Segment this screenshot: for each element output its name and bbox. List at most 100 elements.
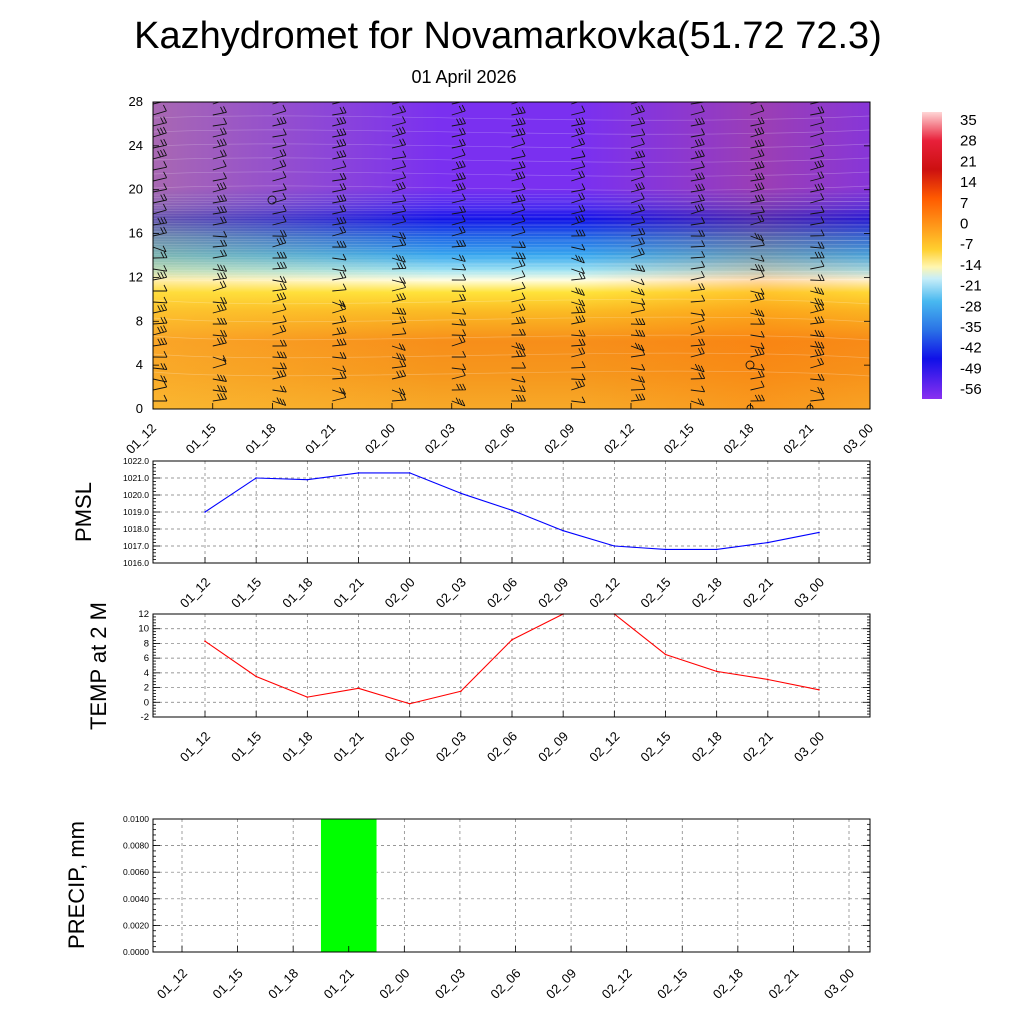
contour-line — [153, 232, 870, 235]
ytick-label: 1017.0 — [123, 541, 149, 551]
wind-barb — [391, 292, 407, 303]
colorbar-label: -7 — [960, 236, 973, 253]
ytick-label: 1018.0 — [123, 524, 149, 534]
wind-barb — [571, 229, 586, 237]
wind-barb — [810, 138, 825, 149]
wind-barb — [212, 230, 228, 238]
pmsl-line-segment — [256, 477, 308, 481]
temp-line-segment — [767, 678, 820, 691]
wind-barb — [332, 326, 347, 336]
xs-ytick-label: 16 — [129, 226, 143, 241]
wind-barb — [272, 397, 287, 406]
contour-line — [153, 207, 870, 210]
wind-barb — [810, 297, 825, 306]
wind-barb — [869, 258, 870, 259]
temp-line-segment — [613, 613, 666, 655]
wind-barb — [750, 149, 765, 160]
wind-barb — [690, 309, 706, 316]
wind-barb — [153, 226, 168, 237]
wind-barb — [571, 192, 586, 204]
wind-barb — [332, 204, 347, 215]
contour-line — [153, 263, 870, 266]
wind-barb — [810, 116, 825, 127]
wind-barb — [153, 245, 167, 253]
wind-barb — [750, 116, 765, 127]
xs-xtick-label: 02_21 — [780, 421, 816, 457]
wind-barb — [451, 307, 467, 315]
xtick-label: 03_00 — [791, 575, 827, 611]
wind-barb — [810, 286, 825, 295]
wind-barb — [153, 325, 167, 336]
wind-barb — [630, 383, 646, 391]
wind-barb — [511, 127, 526, 138]
xtick-label: 01_15 — [228, 729, 264, 765]
wind-barb — [810, 241, 825, 249]
contour-line — [153, 270, 870, 272]
colorbar-label: 28 — [960, 133, 977, 150]
chart-title: Kazhydromet for Novamarkovka(51.72 72.3) — [134, 15, 882, 57]
wind-barb — [690, 270, 705, 281]
wind-barb — [451, 293, 467, 303]
wind-barb — [451, 138, 466, 149]
wind-barb — [571, 298, 586, 307]
wind-barb — [630, 150, 646, 160]
wind-barb — [212, 160, 227, 171]
wind-barb — [750, 182, 765, 193]
wind-barb — [153, 193, 168, 204]
wind-barb — [212, 392, 228, 402]
xtick-label: 02_06 — [484, 729, 520, 765]
wind-barb — [391, 116, 406, 127]
xs-xtick-label: 01_15 — [183, 421, 219, 457]
wind-barb — [869, 224, 870, 225]
wind-barb — [511, 349, 526, 358]
temp-line-segment — [716, 670, 768, 681]
wind-barb — [571, 254, 585, 264]
wind-barb — [810, 171, 825, 182]
pmsl-line-segment — [307, 472, 359, 481]
wind-barb — [212, 182, 227, 193]
wind-barb — [869, 269, 870, 270]
wind-barb — [451, 254, 466, 262]
wind-barb — [332, 283, 347, 292]
wind-barb — [511, 342, 526, 351]
wind-barb — [212, 296, 228, 304]
wind-barb — [332, 302, 347, 314]
temp-grid — [153, 613, 870, 718]
xs-ytick-label: 12 — [129, 269, 143, 284]
ytick-label: 0.0080 — [123, 841, 149, 851]
wind-barb — [869, 356, 870, 357]
wind-barb — [750, 317, 765, 325]
wind-barb — [511, 292, 526, 303]
xs-ytick-label: 20 — [129, 182, 143, 197]
xtick-label: 02_21 — [740, 575, 776, 611]
cross-section-shading — [153, 102, 870, 409]
wind-barb — [690, 203, 705, 215]
contour-line — [153, 352, 870, 359]
wind-barb — [810, 357, 825, 369]
ytick-label: -2 — [141, 712, 149, 723]
xtick-label: 02_00 — [382, 729, 418, 765]
wind-barb — [750, 126, 765, 138]
wind-barb — [391, 126, 406, 138]
xtick-label: 01_21 — [330, 729, 366, 765]
wind-barb — [153, 171, 168, 182]
wind-barb — [153, 303, 168, 314]
wind-barb — [690, 194, 705, 204]
wind-barb — [810, 216, 825, 226]
wind-barb — [571, 204, 586, 215]
ytick-label: 10 — [138, 624, 149, 635]
xtick-label: 02_18 — [689, 575, 725, 611]
wind-barb — [391, 171, 407, 182]
wind-barb — [810, 316, 825, 325]
wind-barb — [212, 106, 227, 116]
ytick-label: 6 — [144, 653, 149, 664]
wind-barb — [451, 193, 466, 204]
wind-barb — [690, 117, 705, 127]
wind-barb — [272, 149, 287, 160]
wind-barb — [511, 259, 526, 270]
wind-barb — [153, 251, 168, 259]
precip-bars — [320, 819, 377, 952]
wind-barb — [332, 160, 347, 171]
ytick-label: 4 — [144, 668, 149, 679]
xtick-label: 02_00 — [382, 575, 418, 611]
